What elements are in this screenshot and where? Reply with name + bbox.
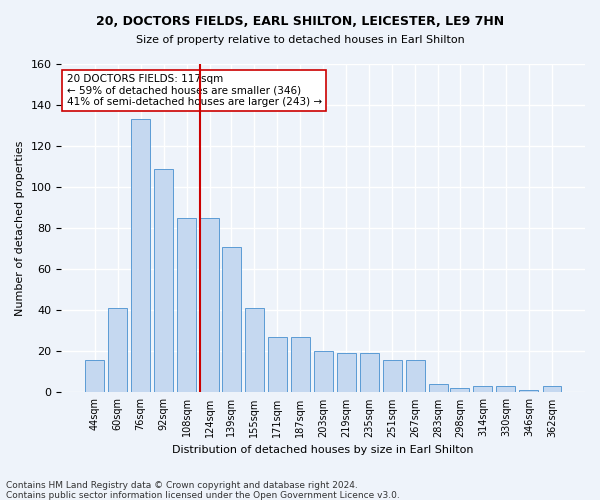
Bar xyxy=(406,360,425,392)
Bar xyxy=(200,218,219,392)
Bar xyxy=(131,120,150,392)
Bar xyxy=(451,388,469,392)
Bar xyxy=(473,386,492,392)
Text: Size of property relative to detached houses in Earl Shilton: Size of property relative to detached ho… xyxy=(136,35,464,45)
X-axis label: Distribution of detached houses by size in Earl Shilton: Distribution of detached houses by size … xyxy=(172,445,474,455)
Text: 20 DOCTORS FIELDS: 117sqm
← 59% of detached houses are smaller (346)
41% of semi: 20 DOCTORS FIELDS: 117sqm ← 59% of detac… xyxy=(67,74,322,107)
Bar xyxy=(222,246,241,392)
Bar xyxy=(429,384,448,392)
Bar xyxy=(291,337,310,392)
Bar xyxy=(360,354,379,393)
Text: 20, DOCTORS FIELDS, EARL SHILTON, LEICESTER, LE9 7HN: 20, DOCTORS FIELDS, EARL SHILTON, LEICES… xyxy=(96,15,504,28)
Bar xyxy=(245,308,263,392)
Bar xyxy=(85,360,104,392)
Bar xyxy=(108,308,127,392)
Bar xyxy=(154,168,173,392)
Bar xyxy=(496,386,515,392)
Bar xyxy=(177,218,196,392)
Bar xyxy=(383,360,401,392)
Text: Contains public sector information licensed under the Open Government Licence v3: Contains public sector information licen… xyxy=(6,491,400,500)
Bar xyxy=(337,354,356,393)
Bar xyxy=(520,390,538,392)
Text: Contains HM Land Registry data © Crown copyright and database right 2024.: Contains HM Land Registry data © Crown c… xyxy=(6,481,358,490)
Bar xyxy=(542,386,561,392)
Bar xyxy=(268,337,287,392)
Y-axis label: Number of detached properties: Number of detached properties xyxy=(15,140,25,316)
Bar xyxy=(314,352,332,393)
